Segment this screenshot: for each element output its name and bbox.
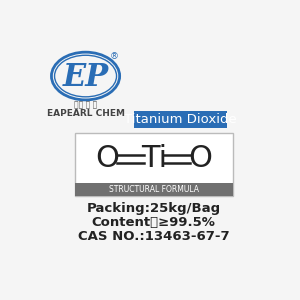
Text: EAPEARL CHEM: EAPEARL CHEM: [46, 109, 124, 118]
Text: Ti: Ti: [141, 144, 167, 173]
FancyBboxPatch shape: [75, 133, 233, 196]
Text: 纪鹏 化 工: 纪鹏 化 工: [74, 100, 97, 109]
Text: CAS NO.:13463-67-7: CAS NO.:13463-67-7: [78, 230, 230, 243]
Text: O: O: [188, 144, 212, 173]
Text: STRUCTURAL FORMULA: STRUCTURAL FORMULA: [109, 185, 199, 194]
Text: O: O: [95, 144, 119, 173]
Text: Packing:25kg/Bag: Packing:25kg/Bag: [87, 202, 221, 215]
Text: ®: ®: [110, 52, 119, 61]
Text: EP: EP: [62, 62, 109, 93]
FancyBboxPatch shape: [134, 111, 227, 128]
Text: Content：≥99.5%: Content：≥99.5%: [92, 216, 216, 229]
FancyBboxPatch shape: [75, 183, 233, 196]
Text: Titanium Dioxide: Titanium Dioxide: [124, 113, 237, 126]
